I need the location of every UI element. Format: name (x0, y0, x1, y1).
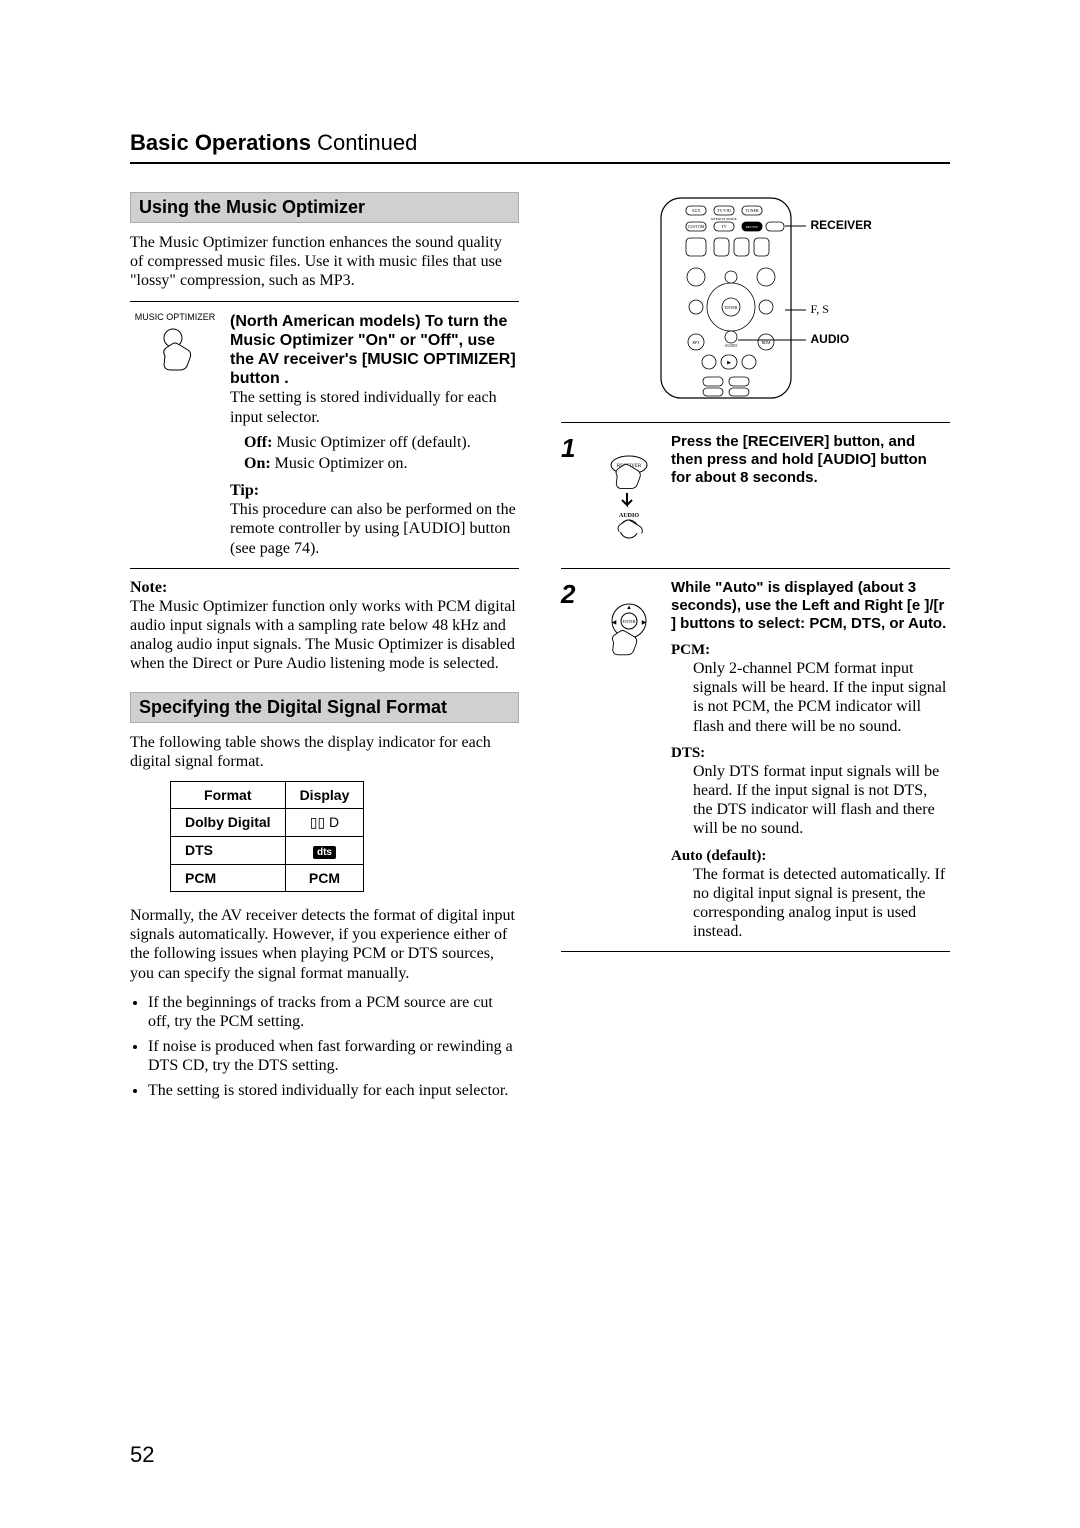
svg-text:RECEIV: RECEIV (745, 225, 758, 229)
svg-text:▶: ▶ (727, 360, 731, 366)
format-table: Format Display Dolby Digital ▯▯ D DTS dt… (170, 781, 364, 892)
svg-text:AUX: AUX (691, 208, 700, 213)
cell-format: PCM (171, 864, 286, 891)
note-label: Note: (130, 579, 519, 597)
button-press-icon (145, 326, 205, 376)
off-label: Off: (244, 434, 272, 451)
table-row: Dolby Digital ▯▯ D (171, 808, 364, 836)
step-number: 1 (561, 433, 587, 558)
table-row: DTS dts (171, 836, 364, 864)
step-1: 1 RECEIVER AUDIO Press the [RECEIVER] bu… (561, 433, 950, 558)
svg-text:◀: ◀ (612, 620, 617, 626)
two-column-layout: Using the Music Optimizer The Music Opti… (130, 192, 950, 1107)
bullet-item: The setting is stored individually for e… (148, 1081, 519, 1100)
svg-text:AUDIO: AUDIO (619, 513, 639, 519)
music-optimizer-label: MUSIC OPTIMIZER (130, 312, 220, 322)
optimizer-settings: Off: Music Optimizer off (default). On: … (230, 433, 519, 473)
off-text: Music Optimizer off (default). (272, 434, 470, 451)
callout-receiver: RECEIVER (811, 218, 872, 232)
tip-label: Tip: (230, 481, 519, 500)
divider (130, 301, 519, 302)
left-column: Using the Music Optimizer The Music Opti… (130, 192, 519, 1107)
optimizer-desc: The setting is stored individually for e… (230, 388, 519, 426)
svg-text:TV/VID: TV/VID (717, 208, 731, 213)
svg-text:TUNER: TUNER (745, 208, 759, 213)
svg-text:ENTER: ENTER (623, 619, 636, 624)
step2-title: While "Auto" is displayed (about 3 secon… (671, 579, 950, 633)
title-light: Continued (311, 130, 417, 155)
cell-display: dts (285, 836, 364, 864)
dts-label: DTS: (671, 744, 950, 762)
th-format: Format (171, 781, 286, 808)
note-text: The Music Optimizer function only works … (130, 597, 519, 674)
divider (561, 951, 950, 952)
svg-text:▶: ▶ (642, 620, 647, 626)
dts-body: Only DTS format input signals will be he… (671, 762, 950, 839)
callout-audio: AUDIO (811, 332, 850, 346)
th-display: Display (285, 781, 364, 808)
step2-body: While "Auto" is displayed (about 3 secon… (671, 579, 950, 941)
cell-display: ▯▯ D (285, 808, 364, 836)
digital-format-intro: The following table shows the display in… (130, 733, 519, 771)
svg-text:AUDIO: AUDIO (724, 343, 737, 348)
section-header-digital-format: Specifying the Digital Signal Format (130, 692, 519, 723)
svg-text:REMOTE MODE: REMOTE MODE (711, 217, 737, 221)
optimizer-icon-area: MUSIC OPTIMIZER (130, 312, 220, 558)
normally-text: Normally, the AV receiver detects the fo… (130, 906, 519, 983)
optimizer-bold: (North American models) To turn the Musi… (230, 313, 516, 388)
step-number: 2 (561, 579, 587, 941)
optimizer-block: MUSIC OPTIMIZER (North American models) … (130, 312, 519, 558)
bullet-item: If the beginnings of tracks from a PCM s… (148, 993, 519, 1031)
bullet-item: If noise is produced when fast forwardin… (148, 1037, 519, 1075)
bullet-list: If the beginnings of tracks from a PCM s… (130, 993, 519, 1101)
cell-format: DTS (171, 836, 286, 864)
auto-label: Auto (default): (671, 847, 950, 865)
table-header-row: Format Display (171, 781, 364, 808)
tip-text: This procedure can also be performed on … (230, 500, 519, 558)
svg-text:TV: TV (721, 224, 726, 229)
pcm-label: PCM: (671, 641, 950, 659)
step-2: 2 ENTER ▲ ◀ ▶ While "Auto" is displayed … (561, 579, 950, 941)
pcm-body: Only 2-channel PCM format input signals … (671, 659, 950, 736)
section-header-music-optimizer: Using the Music Optimizer (130, 192, 519, 223)
callout-arrows: F, S (811, 302, 829, 317)
page-title: Basic Operations Continued (130, 130, 950, 156)
svg-text:ENTER: ENTER (724, 305, 737, 310)
right-column: AUX TV/VID TUNER REMOTE MODE CUSTOM TV R… (561, 192, 950, 1107)
svg-text:CUSTOM: CUSTOM (687, 224, 704, 229)
cell-format: Dolby Digital (171, 808, 286, 836)
title-rule (130, 162, 950, 164)
music-optimizer-intro: The Music Optimizer function enhances th… (130, 233, 519, 291)
table-row: PCM PCM (171, 864, 364, 891)
step1-text: Press the [RECEIVER] button, and then pr… (671, 433, 950, 487)
optimizer-text: (North American models) To turn the Musi… (230, 312, 519, 558)
on-text: Music Optimizer on. (271, 455, 408, 472)
step1-icon: RECEIVER AUDIO (599, 433, 659, 558)
cell-display: PCM (285, 864, 364, 891)
divider (561, 422, 950, 423)
auto-body: The format is detected automatically. If… (671, 865, 950, 942)
divider (561, 568, 950, 569)
step2-icon: ENTER ▲ ◀ ▶ (599, 579, 659, 941)
on-label: On: (244, 455, 271, 472)
svg-text:RPT: RPT (692, 340, 700, 345)
title-bold: Basic Operations (130, 130, 311, 155)
divider (130, 568, 519, 569)
dts-badge: dts (313, 846, 336, 859)
svg-text:RDM: RDM (761, 340, 771, 345)
page-number: 52 (130, 1442, 154, 1468)
remote-figure: AUX TV/VID TUNER REMOTE MODE CUSTOM TV R… (641, 192, 871, 402)
step1-body: Press the [RECEIVER] button, and then pr… (671, 433, 950, 558)
svg-text:▲: ▲ (626, 605, 632, 611)
